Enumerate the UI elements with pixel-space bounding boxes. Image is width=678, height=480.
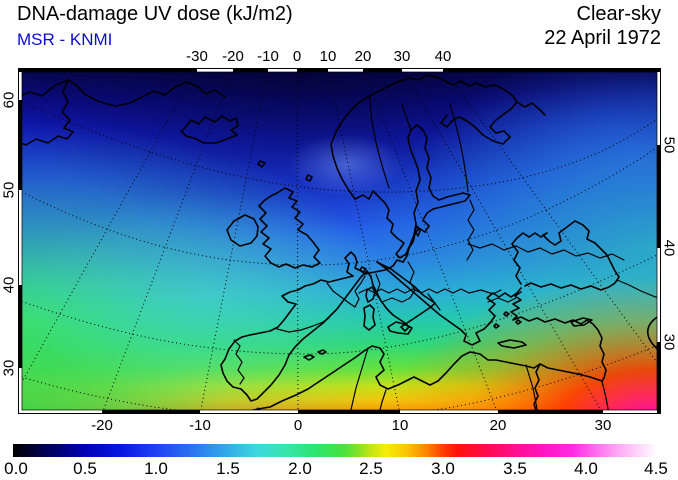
bottom-axis-tick: 10 [391, 417, 409, 434]
aegean-islands [493, 311, 522, 329]
colorbar-label: 1.0 [144, 459, 168, 478]
alps-danube-borders [358, 288, 502, 295]
greenland-coast [14, 79, 226, 107]
top-axis-tick: -20 [222, 48, 244, 65]
benelux-france-borders [326, 282, 356, 308]
colorbar-label: 3.5 [503, 459, 527, 478]
bottom-axis-tick: 30 [594, 417, 612, 434]
sicily [387, 321, 413, 335]
sky-condition: Clear-sky [576, 3, 661, 25]
map-canvas [14, 67, 662, 420]
black-sea-coast [511, 220, 620, 291]
uv-field [18, 68, 661, 414]
right-axis-tick: 40 [660, 239, 678, 257]
baltic-scandinavia-coast [344, 124, 471, 277]
ireland-coast [226, 214, 259, 247]
bottom-axis-tick: 0 [293, 417, 303, 434]
map-frame [18, 68, 661, 414]
colorbar-label: 1.5 [216, 459, 240, 478]
right-axis-tick: 30 [660, 333, 678, 351]
top-axis-tick: 40 [434, 48, 452, 65]
figure-source: MSR - KNMI [17, 30, 113, 49]
colorbar-label: 0.0 [4, 459, 28, 478]
iceland-coast [180, 115, 239, 144]
turkey-levant-africa-coast [243, 291, 607, 416]
bottom-axis-tick: -10 [189, 417, 211, 434]
uv-dose-map [14, 67, 662, 420]
caucasus-border [616, 279, 662, 300]
balearic-islands [303, 349, 327, 361]
yugoslavia-borders [427, 293, 441, 311]
top-axis-tick: 0 [292, 48, 302, 65]
colorbar-label: 4.5 [644, 459, 668, 478]
top-axis-tick: 20 [354, 48, 372, 65]
crete [497, 339, 527, 349]
figure-title: DNA-damage UV dose (kJ/m2) [17, 3, 293, 25]
russia-ukraine-borders [467, 243, 625, 261]
great-britain-coast [258, 187, 321, 269]
algeria-tunisia-border [349, 347, 369, 415]
top-axis-tick: 10 [319, 48, 337, 65]
right-axis-tick: 50 [660, 136, 678, 154]
bottom-axis-tick: -20 [91, 417, 113, 434]
danish-isles [359, 266, 367, 273]
shetland [305, 174, 313, 182]
corsica [365, 286, 376, 303]
country-borders [233, 95, 662, 416]
baltic-borders [466, 199, 475, 261]
top-axis-tick: -30 [186, 48, 208, 65]
gotland [414, 225, 421, 237]
nile-river [533, 363, 541, 415]
colorbar-label: 4.0 [574, 459, 598, 478]
top-axis-tick: 30 [393, 48, 411, 65]
norway-sweden-border [369, 95, 390, 189]
left-axis-tick: 50 [0, 181, 18, 199]
sardinia [363, 304, 376, 331]
left-axis-tick: 60 [0, 91, 18, 109]
poland-ussr-border [407, 261, 416, 291]
pyrenees-border [276, 317, 330, 333]
bottom-axis-tick: 20 [489, 417, 507, 434]
white-sea-coast [440, 113, 511, 145]
colorbar-label: 2.0 [288, 459, 312, 478]
left-axis-tick: 40 [0, 276, 18, 294]
colorbar-label: 2.5 [359, 459, 383, 478]
bulgaria-turkey-border [487, 297, 517, 303]
czech-borders [381, 289, 416, 303]
sweden-finland-border [401, 103, 412, 131]
colorbar-label: 0.5 [73, 459, 97, 478]
libya-egypt-border [525, 364, 539, 415]
france-germany-border [354, 275, 366, 308]
colorbar-gradient [13, 444, 658, 457]
cyprus [570, 317, 593, 327]
west-europe-iberia-med-coast [220, 261, 436, 402]
colorbar-label: 3.0 [431, 459, 455, 478]
graticule [17, 67, 662, 420]
figure-date: 22 April 1972 [544, 27, 661, 49]
finland-russia-border [449, 103, 469, 193]
faroe-islands [257, 160, 266, 168]
portugal-spain-border [233, 339, 245, 385]
left-axis-tick: 30 [0, 359, 18, 377]
russia-arctic-coast [516, 101, 546, 116]
egypt-east-border [601, 380, 610, 415]
top-axis-tick: -10 [257, 48, 279, 65]
norway-barents-coast [330, 74, 518, 200]
greenland-coast [14, 79, 74, 146]
germany-poland-border [375, 273, 383, 303]
